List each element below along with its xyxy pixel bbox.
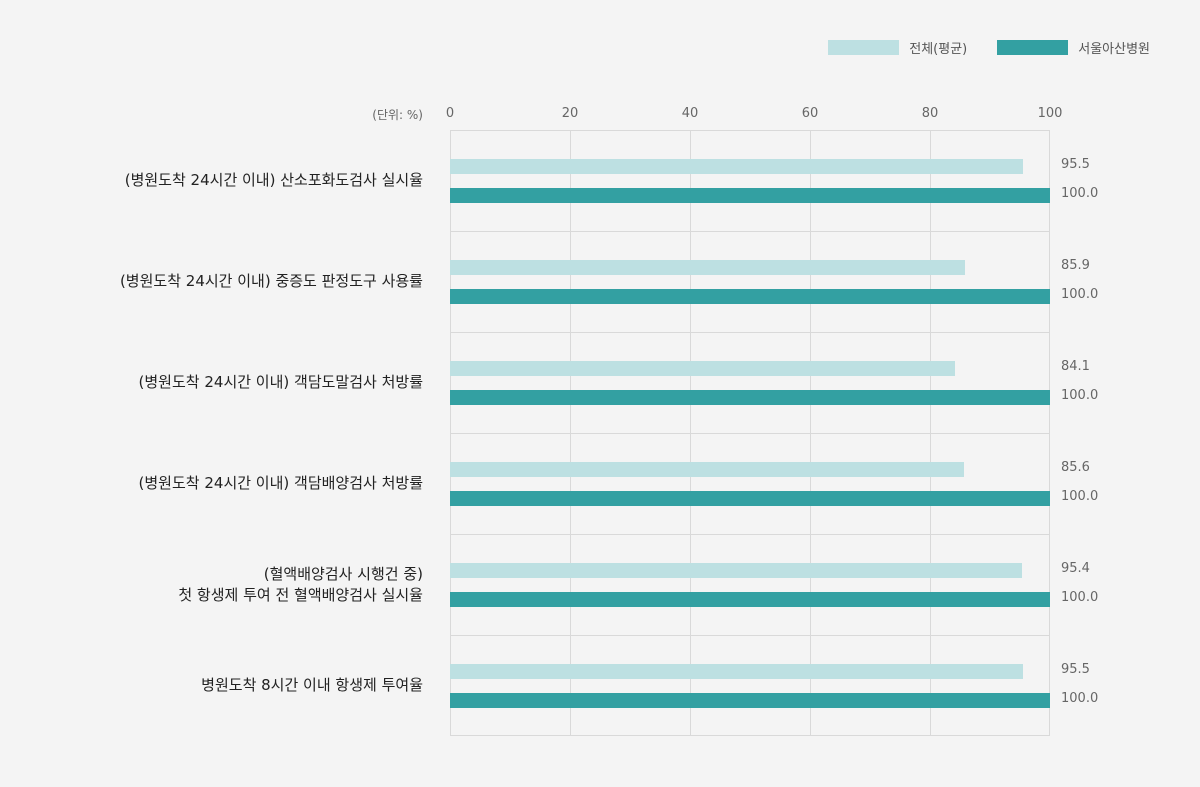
bar-average [450,462,964,477]
legend-item-average: 전체(평균) [828,38,967,57]
x-tick-label: 100 [1037,106,1063,121]
gridline-horizontal [450,231,1050,232]
value-label-average: 95.4 [1061,561,1090,576]
x-tick-label: 20 [561,106,579,121]
unit-label: (단위: %) [372,108,423,122]
gridline-horizontal [450,433,1050,434]
category-label-line: (병원도착 24시간 이내) 산소포화도검사 실시율 [124,171,423,189]
plot-area: 95.5 100.0 85.9 100.0 84.1 100.0 85.6 100.0 95.4… [450,130,1098,736]
bar-hospital [450,693,1050,708]
bar-average [450,361,955,376]
value-label-average: 95.5 [1061,662,1090,677]
gridline-horizontal [450,534,1050,535]
value-label-hospital: 100.0 [1061,287,1099,302]
bar-average [450,159,1023,174]
bar-average [450,260,966,275]
bar-average [450,563,1023,578]
bar-hospital [450,592,1050,607]
value-label-hospital: 100.0 [1061,489,1099,504]
legend-swatch-average [828,40,900,55]
category-label: (혈액배양검사 시행건 중) 첫 항생제 투여 전 혈액배양검사 실시율 [3,564,423,606]
bar-hospital [450,491,1050,506]
category-label-line: 병원도착 8시간 이내 항생제 투여율 [201,676,423,694]
category-label-line: (병원도착 24시간 이내) 중증도 판정도구 사용률 [119,272,423,290]
bar-hospital [450,188,1050,203]
x-tick-label: 60 [801,106,819,121]
value-label-hospital: 100.0 [1061,388,1099,403]
bar-average [450,664,1023,679]
category-label-line: (병원도착 24시간 이내) 객담도말검사 처방률 [138,373,423,391]
legend-label-hospital: 서울아산병원 [1078,42,1150,57]
value-label-hospital: 100.0 [1061,691,1099,706]
gridline-horizontal [450,332,1050,333]
value-label-average: 85.9 [1061,258,1090,273]
gridline-horizontal [450,130,1050,131]
category-label: (병원도착 24시간 이내) 객담배양검사 처방률 [3,473,423,494]
value-label-average: 95.5 [1061,157,1090,172]
gridline-horizontal [450,635,1050,636]
chart-legend: 전체(평균) 서울아산병원 [798,38,1150,57]
category-label-line: (병원도착 24시간 이내) 객담배양검사 처방률 [138,474,423,492]
x-tick-label: 80 [921,106,939,121]
bar-hospital [450,390,1050,405]
x-tick-label: 40 [681,106,699,121]
category-label: (병원도착 24시간 이내) 중증도 판정도구 사용률 [3,271,423,292]
bar-hospital [450,289,1050,304]
legend-swatch-hospital [997,40,1069,55]
category-label: 병원도착 8시간 이내 항생제 투여율 [3,675,423,696]
category-label: (병원도착 24시간 이내) 산소포화도검사 실시율 [3,170,423,191]
value-label-average: 85.6 [1061,460,1090,475]
value-label-hospital: 100.0 [1061,590,1099,605]
value-label-hospital: 100.0 [1061,186,1099,201]
legend-label-average: 전체(평균) [909,42,968,57]
value-label-average: 84.1 [1061,359,1090,374]
category-label-line: (혈액배양검사 시행건 중) [263,564,423,583]
x-tick-label: 0 [445,106,455,121]
gridline-horizontal [450,735,1050,736]
category-label-line: 첫 항생제 투여 전 혈액배양검사 실시율 [178,585,423,604]
category-label: (병원도착 24시간 이내) 객담도말검사 처방률 [3,372,423,393]
legend-item-hospital: 서울아산병원 [997,38,1150,57]
